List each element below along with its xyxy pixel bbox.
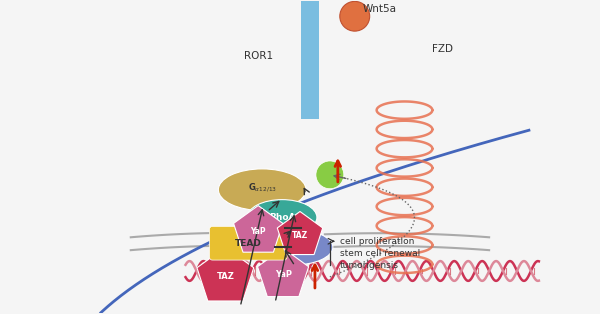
Ellipse shape bbox=[247, 200, 317, 235]
Polygon shape bbox=[277, 212, 323, 255]
Ellipse shape bbox=[253, 229, 333, 265]
Text: Lats1/2: Lats1/2 bbox=[274, 243, 312, 252]
Text: tumorigensis: tumorigensis bbox=[340, 261, 399, 269]
Text: ROR1: ROR1 bbox=[244, 51, 273, 61]
Text: G$_{\alpha12/13}$: G$_{\alpha12/13}$ bbox=[248, 181, 277, 194]
Polygon shape bbox=[233, 206, 283, 252]
Circle shape bbox=[340, 1, 370, 31]
FancyBboxPatch shape bbox=[209, 226, 287, 260]
Text: stem cell renewal: stem cell renewal bbox=[340, 249, 420, 258]
Text: YaP: YaP bbox=[250, 227, 266, 236]
Text: TEAD: TEAD bbox=[235, 239, 262, 248]
Polygon shape bbox=[257, 248, 308, 297]
Text: FZD: FZD bbox=[432, 44, 453, 54]
Polygon shape bbox=[197, 247, 254, 301]
Text: TAZ: TAZ bbox=[292, 231, 308, 240]
Bar bbox=[301, 1, 319, 119]
Text: YaP: YaP bbox=[275, 270, 292, 279]
Text: RhoA: RhoA bbox=[269, 213, 295, 222]
Ellipse shape bbox=[218, 169, 306, 210]
Text: cell proliferation: cell proliferation bbox=[340, 237, 414, 246]
Text: Wnt5a: Wnt5a bbox=[362, 4, 397, 14]
Circle shape bbox=[316, 161, 344, 189]
Text: TAZ: TAZ bbox=[217, 273, 234, 281]
